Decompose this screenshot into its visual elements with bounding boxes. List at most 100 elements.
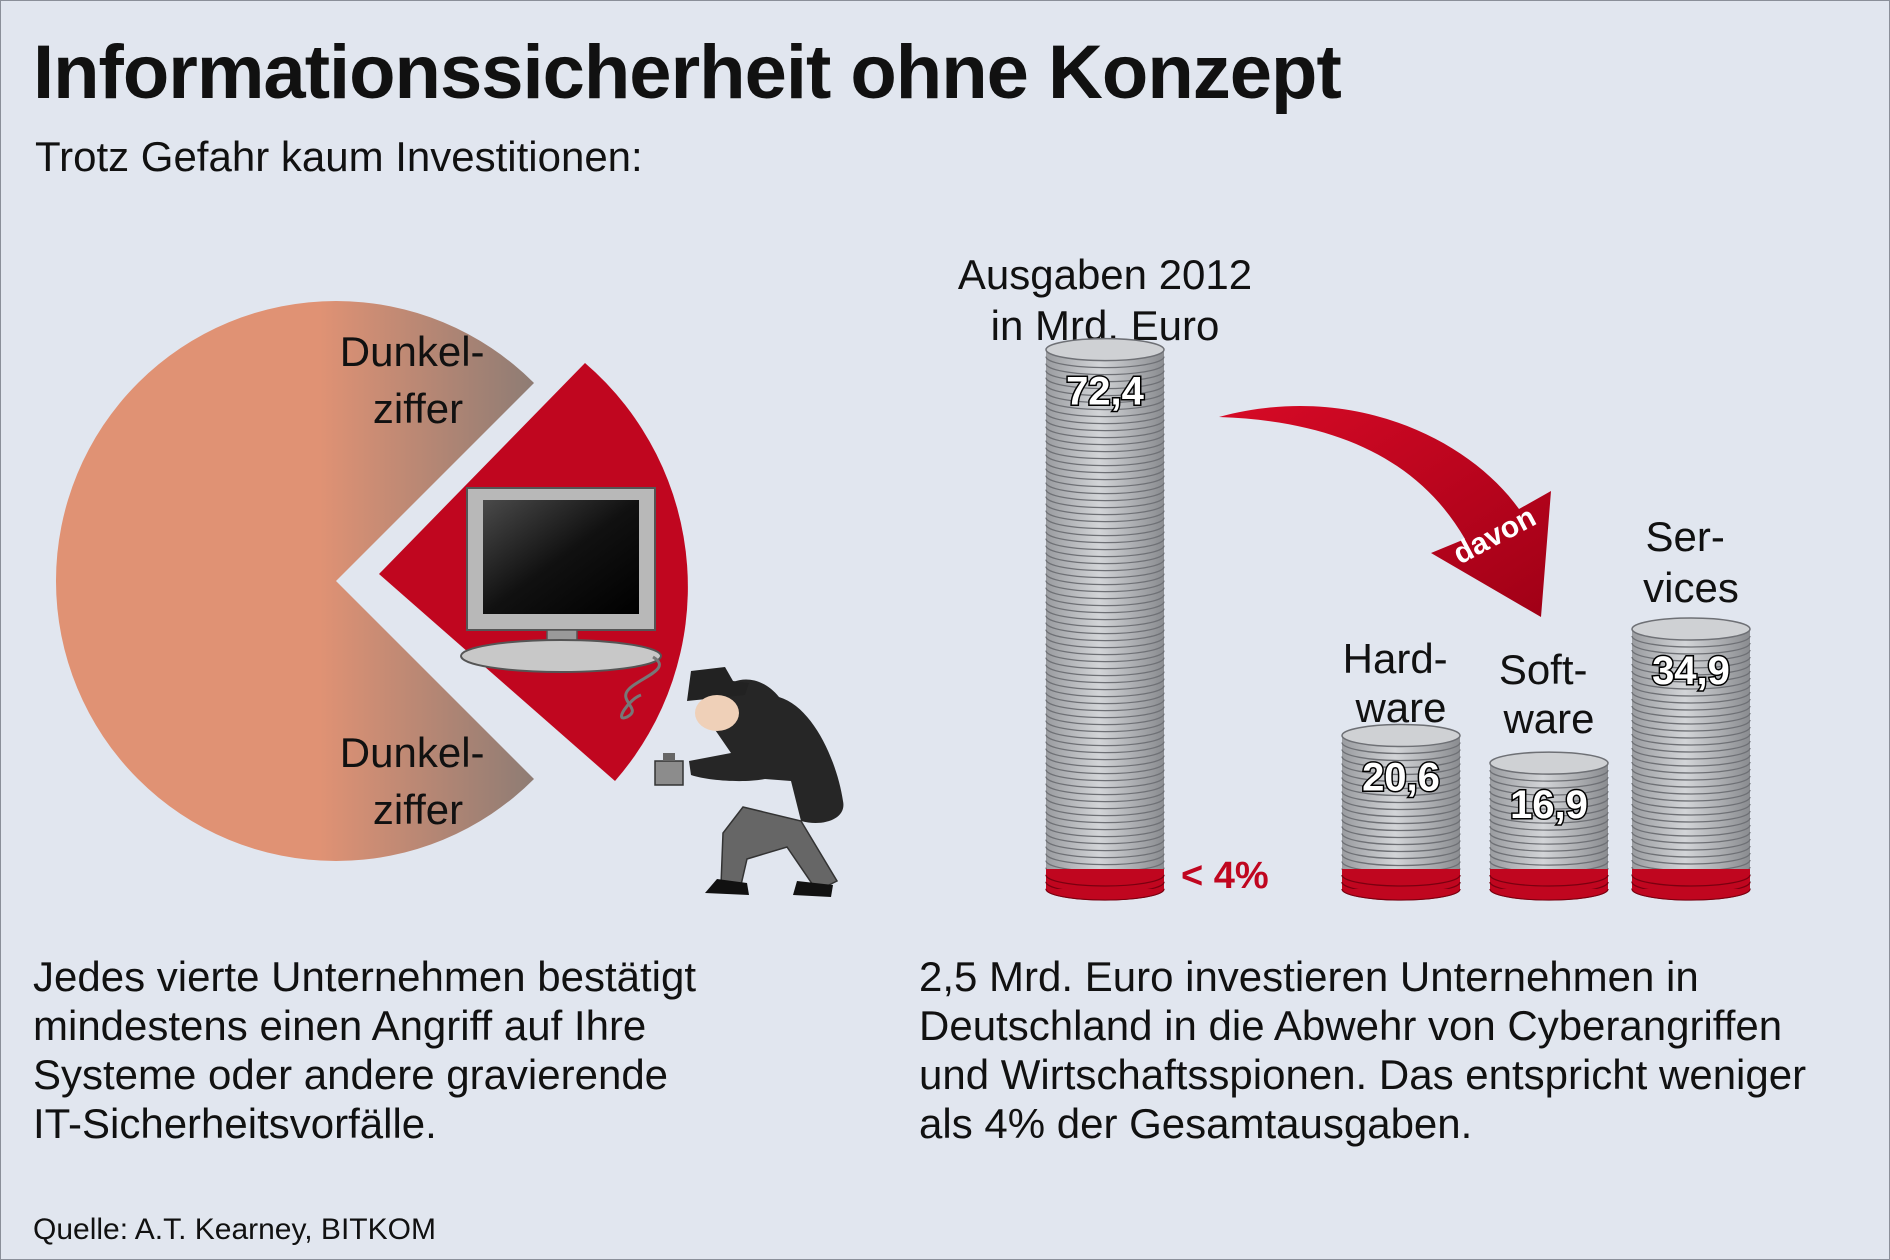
stack-total-coin-edge bbox=[1045, 573, 1165, 586]
stack-total-coin-edge bbox=[1045, 524, 1165, 537]
stack-software-coin-edge bbox=[1489, 804, 1609, 817]
stack-hardware-coin-edge bbox=[1341, 742, 1461, 755]
stack-services-coin-edge bbox=[1631, 852, 1751, 865]
stack-services-coin-edge bbox=[1631, 761, 1751, 774]
stack-services-coin-edge bbox=[1631, 712, 1751, 725]
stack-services-coin-edge bbox=[1631, 726, 1751, 739]
stack-services-coin-edge bbox=[1631, 775, 1751, 788]
stack-total-coin-edge bbox=[1045, 636, 1165, 649]
stack-services-coin-edge bbox=[1631, 803, 1751, 816]
stack-software-coin-edge bbox=[1489, 853, 1609, 866]
stack-total-coin-edge bbox=[1045, 601, 1165, 614]
stack-software-coin-edge bbox=[1489, 818, 1609, 831]
stack-hardware-coin-edge bbox=[1341, 756, 1461, 769]
stack-software-coin-edge bbox=[1489, 769, 1609, 782]
stack-total-coin-edge bbox=[1045, 783, 1165, 796]
stack-software-coin-edge bbox=[1489, 825, 1609, 838]
stack-total-coin-edge bbox=[1045, 706, 1165, 719]
stack-total-coin-edge bbox=[1045, 769, 1165, 782]
stack-services-coin-edge bbox=[1631, 796, 1751, 809]
category-label-hardware: Hard- ware bbox=[1343, 635, 1460, 731]
stack-hardware-coin-edge bbox=[1341, 819, 1461, 832]
right-description: 2,5 Mrd. Euro investieren Unternehmen in… bbox=[919, 953, 1807, 1147]
stack-total-coin-edge bbox=[1045, 363, 1165, 376]
stack-services-value-label: 34,9 bbox=[1652, 649, 1730, 693]
stack-total-coin-edge bbox=[1045, 797, 1165, 810]
stack-total-coin-edge bbox=[1045, 811, 1165, 824]
stack-total-coin-edge bbox=[1045, 566, 1165, 579]
stack-services-coin-edge bbox=[1631, 768, 1751, 781]
stack-services-coin-edge bbox=[1631, 677, 1751, 690]
pie-label-top: Dunkel- ziffer bbox=[340, 328, 496, 432]
stack-services: 34,9 bbox=[1631, 617, 1751, 901]
stack-services-coin-edge bbox=[1631, 656, 1751, 669]
stack-total-coin-edge bbox=[1045, 615, 1165, 628]
stack-total-coin-edge bbox=[1045, 629, 1165, 642]
stack-services-coin-edge bbox=[1631, 747, 1751, 760]
stack-total-coin-edge bbox=[1045, 405, 1165, 418]
stack-total-coin-edge bbox=[1045, 678, 1165, 691]
stack-total-coin-edge bbox=[1045, 419, 1165, 432]
stack-services-coin-edge bbox=[1631, 719, 1751, 732]
stack-total-coin-edge bbox=[1045, 741, 1165, 754]
stack-total-coin-edge bbox=[1045, 370, 1165, 383]
stack-total-coin-edge bbox=[1045, 734, 1165, 747]
source-note: Quelle: A.T. Kearney, BITKOM bbox=[33, 1213, 436, 1246]
stack-hardware-coin-edge bbox=[1341, 770, 1461, 783]
stack-total-coin-edge bbox=[1045, 790, 1165, 803]
stack-hardware-coin-edge bbox=[1341, 798, 1461, 811]
stack-total-value-label: 72,4 bbox=[1066, 370, 1145, 414]
chart-title: Ausgaben 2012 bbox=[958, 251, 1252, 298]
stack-services-coin-edge bbox=[1631, 649, 1751, 662]
stack-total-coin-edge bbox=[1045, 531, 1165, 544]
stack-services-coin-edge bbox=[1631, 810, 1751, 823]
stack-total-security-edge bbox=[1045, 874, 1165, 887]
stack-software-top bbox=[1489, 751, 1609, 775]
stack-services-coin-edge bbox=[1631, 691, 1751, 704]
stack-hardware-base bbox=[1341, 888, 1461, 901]
stack-total-coin-edge bbox=[1045, 692, 1165, 705]
stack-services-base bbox=[1631, 888, 1751, 901]
left-description: Jedes vierte Unternehmen bestätigt minde… bbox=[33, 953, 697, 1147]
stack-services-coin-edge bbox=[1631, 642, 1751, 655]
stack-total-coin-edge bbox=[1045, 482, 1165, 495]
page-title: Informationssicherheit ohne Konzept bbox=[33, 30, 1342, 115]
stack-services-coin-edge bbox=[1631, 845, 1751, 858]
stack-total-coin-edge bbox=[1045, 517, 1165, 530]
stack-software-security-edge bbox=[1489, 874, 1609, 887]
stack-software-coin-edge bbox=[1489, 797, 1609, 810]
stack-total-coin-edge bbox=[1045, 594, 1165, 607]
stack-services-coin-edge bbox=[1631, 817, 1751, 830]
stack-software-coin-edge bbox=[1489, 776, 1609, 789]
stack-hardware-coin-edge bbox=[1341, 847, 1461, 860]
stack-total-coin-edge bbox=[1045, 776, 1165, 789]
stack-hardware-coin-edge bbox=[1341, 777, 1461, 790]
stack-total-coin-edge bbox=[1045, 447, 1165, 460]
stack-software-value-label: 16,9 bbox=[1510, 783, 1588, 827]
stack-total-coin-edge bbox=[1045, 587, 1165, 600]
stack-total-coin-edge bbox=[1045, 454, 1165, 467]
pie-main bbox=[55, 300, 535, 862]
stack-services-coin-edge bbox=[1631, 635, 1751, 648]
stack-hardware-coin-edge bbox=[1341, 812, 1461, 825]
stack-total-coin-edge bbox=[1045, 384, 1165, 397]
stack-total-coin-edge bbox=[1045, 580, 1165, 593]
monitor-icon bbox=[460, 487, 662, 720]
stack-total-coin-edge bbox=[1045, 748, 1165, 761]
stack-total-coin-edge bbox=[1045, 377, 1165, 390]
stack-total-coin-edge bbox=[1045, 664, 1165, 677]
stack-services-coin-edge bbox=[1631, 789, 1751, 802]
stack-total-base bbox=[1045, 888, 1165, 901]
stack-hardware-coin-edge bbox=[1341, 784, 1461, 797]
pie-label-bottom: Dunkel- ziffer bbox=[340, 729, 496, 833]
stack-services-coin-edge bbox=[1631, 733, 1751, 746]
stack-total-coin-edge bbox=[1045, 608, 1165, 621]
stack-total-coin-edge bbox=[1045, 398, 1165, 411]
stack-software-coin-edge bbox=[1489, 846, 1609, 859]
stack-total-coin-edge bbox=[1045, 832, 1165, 845]
stack-services-coin-edge bbox=[1631, 754, 1751, 767]
stack-total-coin-edge bbox=[1045, 818, 1165, 831]
stack-software-coin-edge bbox=[1489, 811, 1609, 824]
stack-software-coin-edge bbox=[1489, 839, 1609, 852]
stack-total-coin-edge bbox=[1045, 426, 1165, 439]
